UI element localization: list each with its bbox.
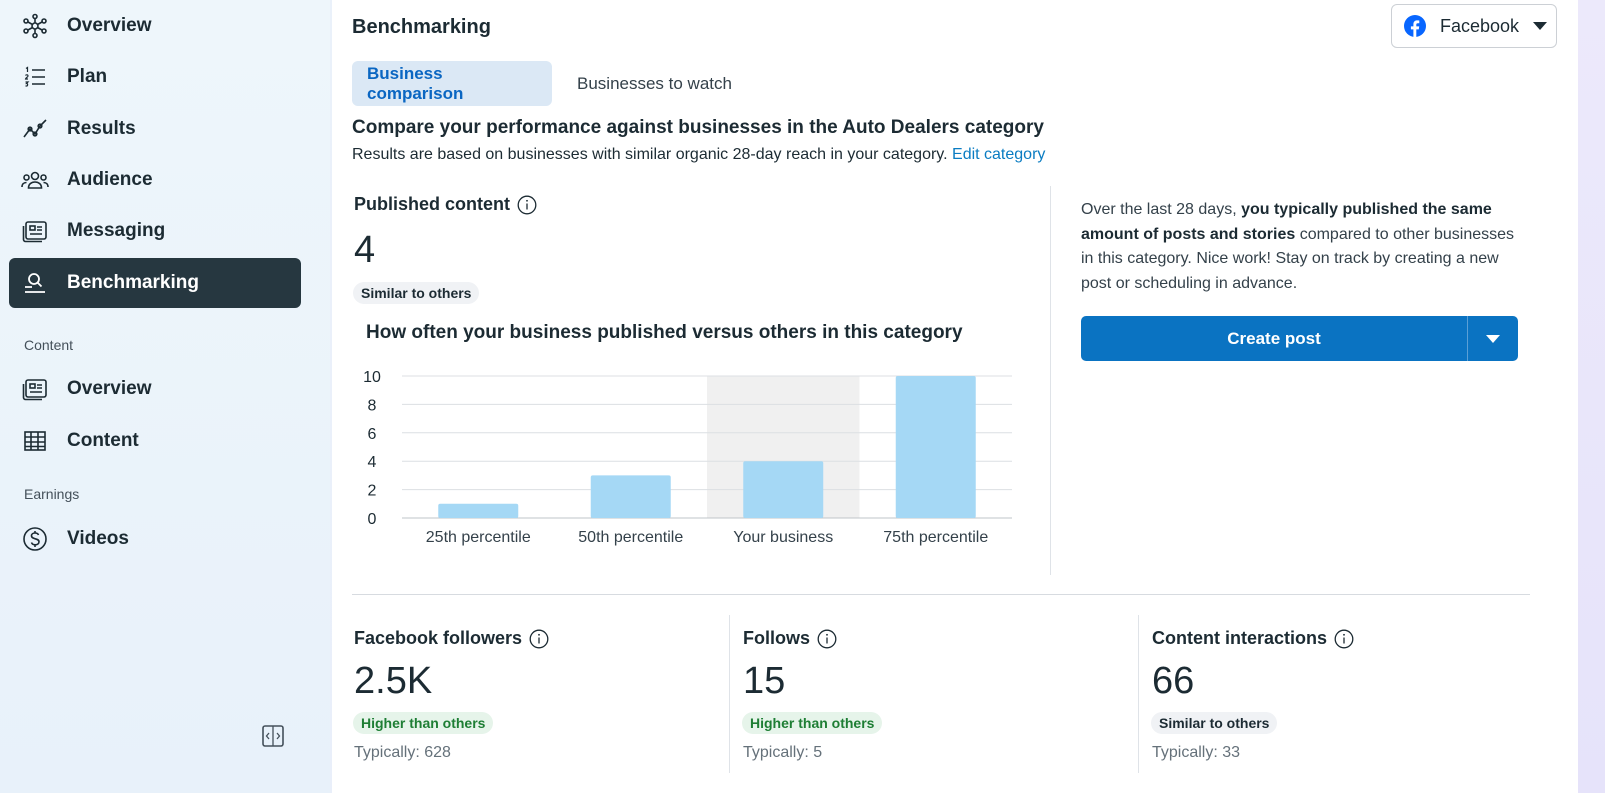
metric-title-text: Facebook followers [354, 628, 523, 648]
bar [895, 376, 976, 518]
sidebar-item-label: Audience [67, 169, 153, 190]
sidebar-item-label: Overview [67, 378, 152, 399]
info-icon[interactable] [1334, 629, 1354, 649]
sidebar-item-label: Messaging [67, 220, 166, 241]
benchmark-icon [21, 269, 49, 297]
main-panel: Benchmarking Facebook Business compariso… [332, 0, 1578, 793]
facebook-followers-title: Facebook followers [354, 628, 549, 649]
network-icon [21, 12, 49, 40]
published-content-title: Published content [354, 194, 537, 215]
y-tick-label: 2 [368, 483, 377, 500]
sidebar-item-label: Benchmarking [67, 272, 199, 293]
dollar-circle-icon [21, 525, 49, 553]
sidebar: Overview Plan Results Audience [0, 0, 330, 793]
insight-text: Over the last 28 days, you typically pub… [1081, 198, 1521, 296]
y-tick-label: 8 [368, 397, 377, 414]
tab-businesses-to-watch[interactable]: Businesses to watch [577, 73, 732, 93]
info-icon[interactable] [817, 629, 837, 649]
x-tick-label: 75th percentile [883, 529, 988, 546]
insight-prefix: Over the last 28 days, [1081, 201, 1242, 218]
sidebar-item-results[interactable]: Results [9, 104, 301, 154]
y-tick-label: 4 [368, 454, 377, 471]
sidebar-item-label: Results [67, 118, 136, 139]
metric-title-text: Published content [354, 194, 511, 214]
message-card-icon [21, 217, 49, 245]
y-tick-label: 0 [368, 511, 377, 528]
horizontal-divider [352, 594, 1530, 595]
insight-suffix: compared to other businesses in this cat… [1081, 225, 1515, 292]
tab-business-comparison[interactable]: Business comparison [352, 61, 552, 106]
insight-bold: you typically published the same amount … [1081, 201, 1492, 243]
sidebar-item-label: Plan [67, 66, 108, 87]
sidebar-item-plan[interactable]: Plan [9, 52, 301, 102]
comparison-headline: Compare your performance against busines… [352, 117, 1044, 138]
metric-title-text: Content interactions [1152, 628, 1328, 648]
sidebar-item-videos[interactable]: Videos [9, 514, 301, 564]
content-card-icon [21, 375, 49, 403]
status-badge: Higher than others [353, 712, 494, 734]
sidebar-item-messaging[interactable]: Messaging [9, 206, 301, 256]
info-icon[interactable] [517, 195, 537, 215]
published-content-value: 4 [354, 229, 376, 271]
scrollbar-gutter[interactable] [1578, 0, 1605, 793]
section-label-earnings: Earnings [24, 486, 80, 502]
sidebar-item-label: Videos [67, 528, 129, 549]
bar [438, 503, 519, 518]
status-badge: Higher than others [742, 712, 883, 734]
caret-down-icon [1486, 334, 1500, 343]
table-icon [21, 427, 49, 455]
sidebar-item-content-overview[interactable]: Overview [9, 364, 301, 414]
vertical-divider [729, 615, 730, 773]
follows-title: Follows [743, 628, 837, 649]
create-post-button[interactable]: Create post [1081, 316, 1468, 361]
platform-select-label: Facebook [1440, 15, 1520, 36]
bar [590, 475, 671, 518]
section-label-content: Content [24, 337, 74, 353]
y-tick-label: 10 [363, 369, 381, 386]
typical-value: Typically: 33 [1152, 744, 1241, 761]
typical-value: Typically: 628 [354, 744, 451, 761]
create-post-dropdown-button[interactable] [1468, 316, 1518, 361]
people-icon [21, 166, 49, 194]
typical-value: Typically: 5 [743, 744, 823, 761]
sidebar-toggle-icon [260, 725, 286, 753]
edit-category-link[interactable]: Edit category [952, 146, 1046, 163]
content-interactions-value: 66 [1152, 660, 1195, 702]
status-badge: Similar to others [353, 282, 480, 304]
comparison-subline: Results are based on businesses with sim… [352, 146, 1045, 164]
vertical-divider [1138, 615, 1139, 773]
info-icon[interactable] [529, 629, 549, 649]
page-title: Benchmarking [352, 16, 491, 38]
follows-value: 15 [743, 660, 786, 702]
sidebar-item-benchmarking[interactable]: Benchmarking [9, 258, 301, 308]
caret-down-icon [1533, 22, 1548, 30]
create-post-split-button: Create post [1081, 316, 1518, 361]
published-bar-chart: 0 2 4 6 8 10 25th percentile 50th percentile You… [363, 369, 1012, 546]
sidebar-item-label: Overview [67, 15, 152, 36]
sidebar-item-content[interactable]: Content [9, 416, 301, 466]
x-tick-label: 50th percentile [578, 529, 683, 546]
sidebar-item-overview[interactable]: Overview [9, 1, 301, 51]
numbered-list-icon [21, 63, 49, 91]
trend-line-icon [21, 115, 49, 143]
sidebar-item-audience[interactable]: Audience [9, 155, 301, 205]
metric-title-text: Follows [743, 628, 810, 648]
x-tick-label: Your business [733, 529, 833, 546]
vertical-divider [1050, 186, 1051, 575]
status-badge: Similar to others [1151, 712, 1278, 734]
content-interactions-title: Content interactions [1152, 628, 1354, 649]
subline-text: Results are based on businesses with sim… [352, 146, 948, 163]
facebook-followers-value: 2.5K [354, 660, 433, 702]
sidebar-item-label: Content [67, 430, 139, 451]
facebook-logo-icon [1404, 15, 1426, 37]
y-tick-label: 6 [368, 426, 377, 443]
collapse-sidebar-button[interactable] [260, 723, 286, 749]
chart-title: How often your business published versus… [366, 322, 963, 343]
x-tick-label: 25th percentile [426, 529, 531, 546]
platform-select[interactable]: Facebook [1391, 4, 1557, 48]
bar [743, 461, 824, 518]
